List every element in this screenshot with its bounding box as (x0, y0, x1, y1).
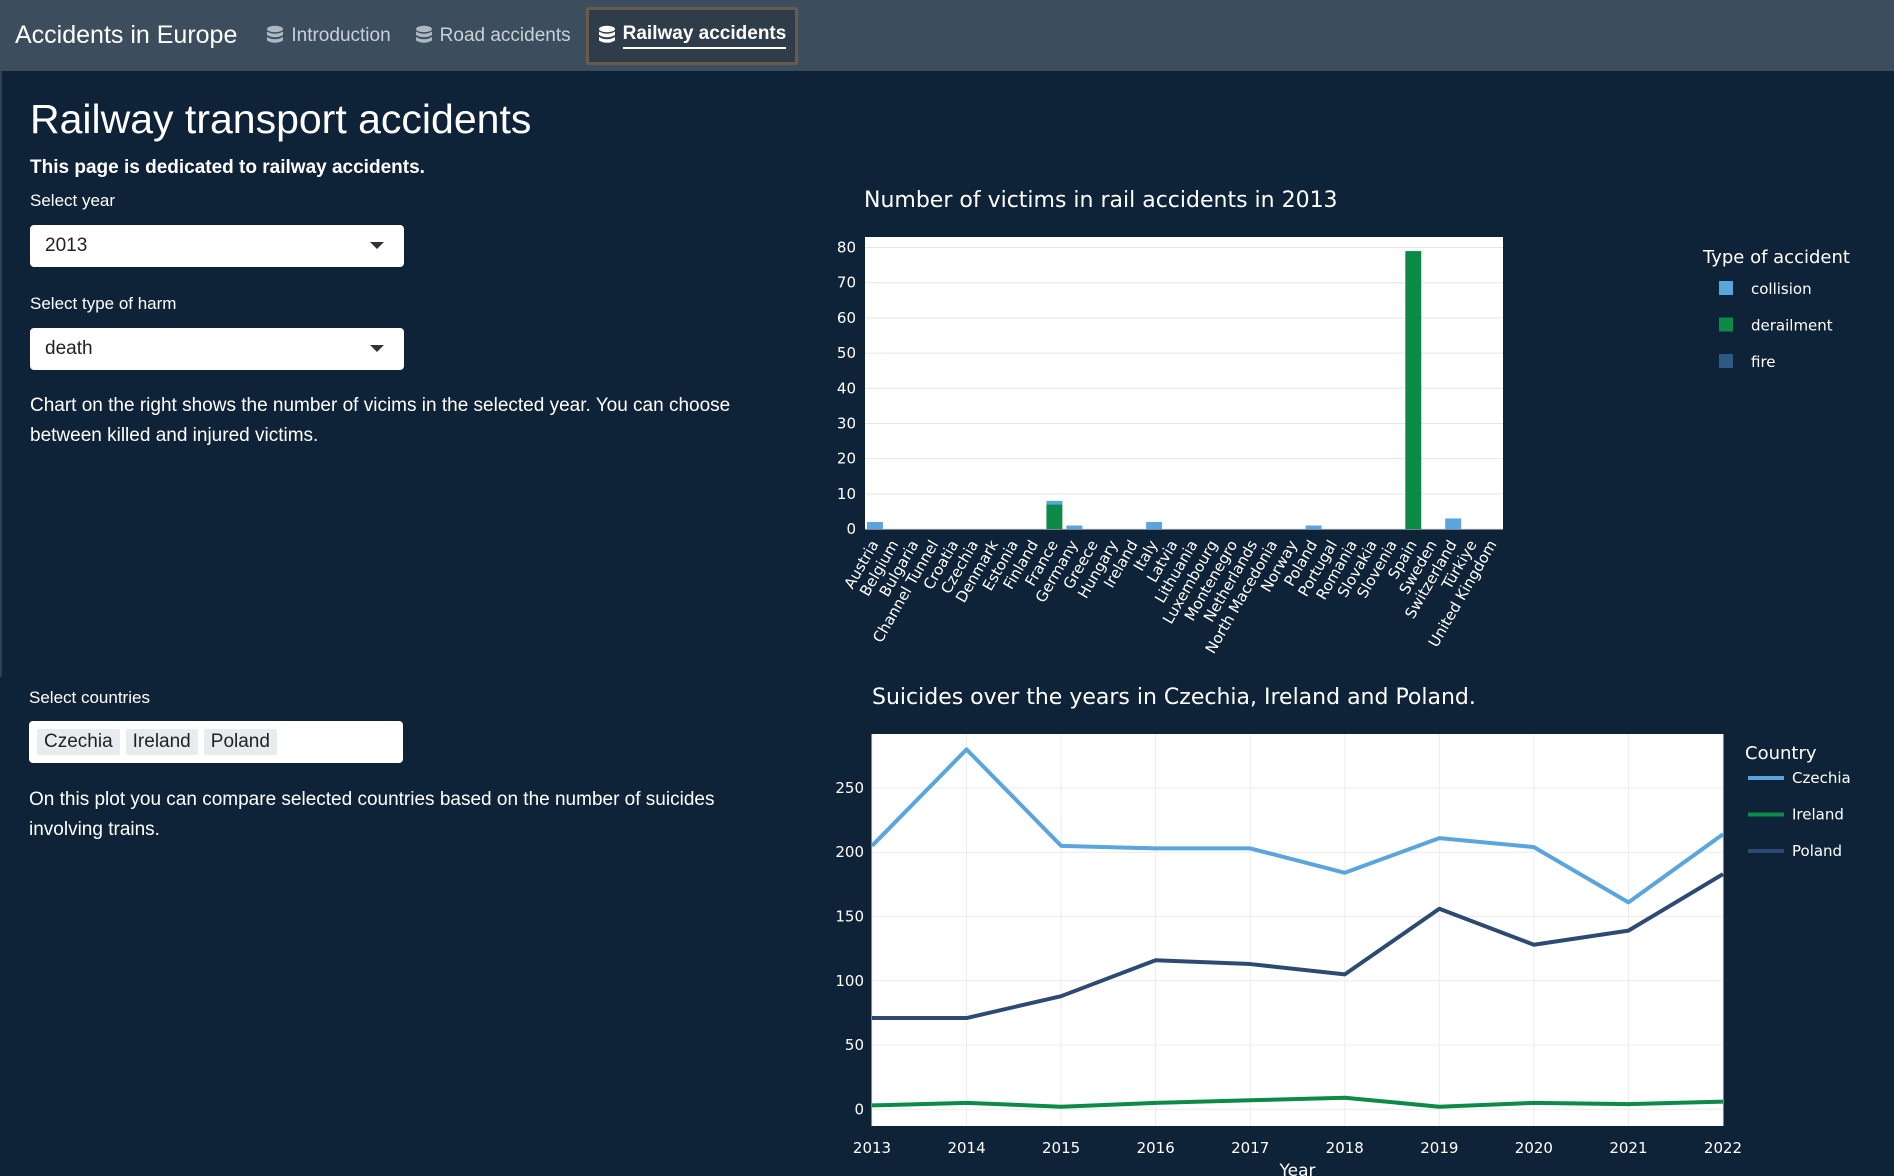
legend-label: fire (1751, 353, 1776, 371)
plot-area (865, 237, 1503, 529)
country-chip-poland[interactable]: Poland (203, 729, 277, 755)
year-select[interactable]: 2013 (30, 225, 404, 267)
bar-chart[interactable]: 01020304050607080AustriaBelgiumBulgariaC… (820, 225, 1890, 665)
y-tick-label: 250 (835, 779, 864, 797)
database-icon (598, 25, 615, 43)
tab-introduction[interactable]: Introduction (257, 7, 399, 65)
x-axis-label: Year (1279, 1161, 1316, 1176)
y-tick-label: 30 (837, 414, 856, 432)
legend-label: derailment (1751, 317, 1833, 335)
year-select-label: Select year (30, 191, 116, 210)
x-tick-label: 2016 (1137, 1139, 1175, 1157)
legend-label: collision (1751, 280, 1812, 298)
legend-swatch (1719, 317, 1733, 332)
x-tick-label: 2019 (1420, 1139, 1458, 1157)
y-tick-label: 0 (846, 520, 856, 538)
bar-collision (1146, 521, 1163, 529)
bar-collision (1305, 525, 1322, 529)
y-tick-label: 60 (837, 309, 856, 327)
y-tick-label: 80 (837, 239, 856, 257)
x-tick-label: 2015 (1042, 1139, 1080, 1157)
caret-down-icon (370, 242, 384, 249)
x-tick-label: 2014 (947, 1139, 985, 1157)
series-line-poland (872, 872, 1725, 1021)
countries-select-label: Select countries (29, 688, 150, 707)
tab-introduction-label: Introduction (291, 24, 391, 46)
legend-title: Country (1745, 743, 1817, 764)
x-tick-label: 2018 (1326, 1139, 1364, 1157)
bar-collision (1445, 518, 1462, 529)
caret-down-icon (370, 345, 384, 352)
series-line-czechia (870, 747, 1725, 905)
x-tick-label: 2022 (1704, 1139, 1742, 1157)
tab-road-accidents[interactable]: Road accidents (406, 7, 580, 65)
legend-label: Ireland (1792, 806, 1844, 824)
tab-road-accidents-label: Road accidents (439, 24, 571, 46)
y-tick-label: 10 (837, 485, 856, 503)
y-tick-label: 200 (835, 843, 864, 861)
y-tick-label: 100 (835, 972, 864, 990)
app-title[interactable]: Accidents in Europe (15, 21, 238, 49)
bar-collision (1066, 525, 1083, 529)
line-chart[interactable]: 0 50 100 150 200 250 2013 2014 2015 2016 2017 2018 2… (820, 722, 1890, 1176)
bar-collision (1046, 500, 1063, 505)
y-tick-label: 150 (835, 908, 864, 926)
legend-label: Czechia (1792, 769, 1851, 787)
chart1-description: Chart on the right shows the number of v… (30, 395, 731, 446)
navbar: Accidents in Europe Introduction Road ac… (0, 0, 1894, 71)
country-chip-czechia[interactable]: Czechia (37, 729, 120, 755)
tab-railway-accidents-label: Railway accidents (622, 23, 787, 49)
bar-derailment (1405, 251, 1422, 529)
y-tick-label: 50 (845, 1036, 864, 1054)
y-tick-label: 50 (837, 344, 856, 362)
legend-swatch (1719, 354, 1733, 368)
harm-select-value: death (45, 338, 93, 359)
line-chart-title: Suicides over the years in Czechia, Irel… (872, 685, 1476, 710)
x-tick-label: 2021 (1609, 1139, 1647, 1157)
legend-title: Type of accident (1702, 247, 1850, 268)
x-tick-label: 2013 (853, 1139, 891, 1157)
page-lead: This page is dedicated to railway accide… (30, 157, 425, 178)
year-select-value: 2013 (45, 235, 88, 256)
legend-label: Poland (1792, 842, 1842, 860)
bar-collision (866, 521, 883, 529)
y-tick-label: 40 (837, 379, 856, 397)
database-icon (415, 25, 432, 43)
y-tick-label: 0 (854, 1100, 864, 1118)
x-tick-label: 2017 (1231, 1139, 1269, 1157)
bar-chart-title: Number of victims in rail accidents in 2… (864, 188, 1338, 213)
chart2-description: On this plot you can compare selected co… (29, 789, 715, 840)
sidebar-border (0, 71, 2, 677)
series-line-ireland (871, 1095, 1724, 1109)
country-chip-ireland[interactable]: Ireland (125, 729, 198, 755)
countries-multiselect[interactable]: Czechia Ireland Poland (29, 721, 403, 763)
page-title: Railway transport accidents (30, 96, 532, 142)
x-tick-label: 2020 (1515, 1139, 1553, 1157)
tab-railway-accidents[interactable]: Railway accidents (585, 6, 799, 65)
harm-select-label: Select type of harm (30, 294, 177, 313)
harm-select[interactable]: death (30, 328, 404, 370)
y-tick-label: 20 (837, 450, 856, 468)
bar-derailment (1046, 504, 1063, 529)
plot-area (872, 734, 1723, 1126)
legend-swatch (1719, 281, 1733, 295)
y-tick-label: 70 (837, 274, 856, 292)
database-icon (267, 25, 284, 43)
